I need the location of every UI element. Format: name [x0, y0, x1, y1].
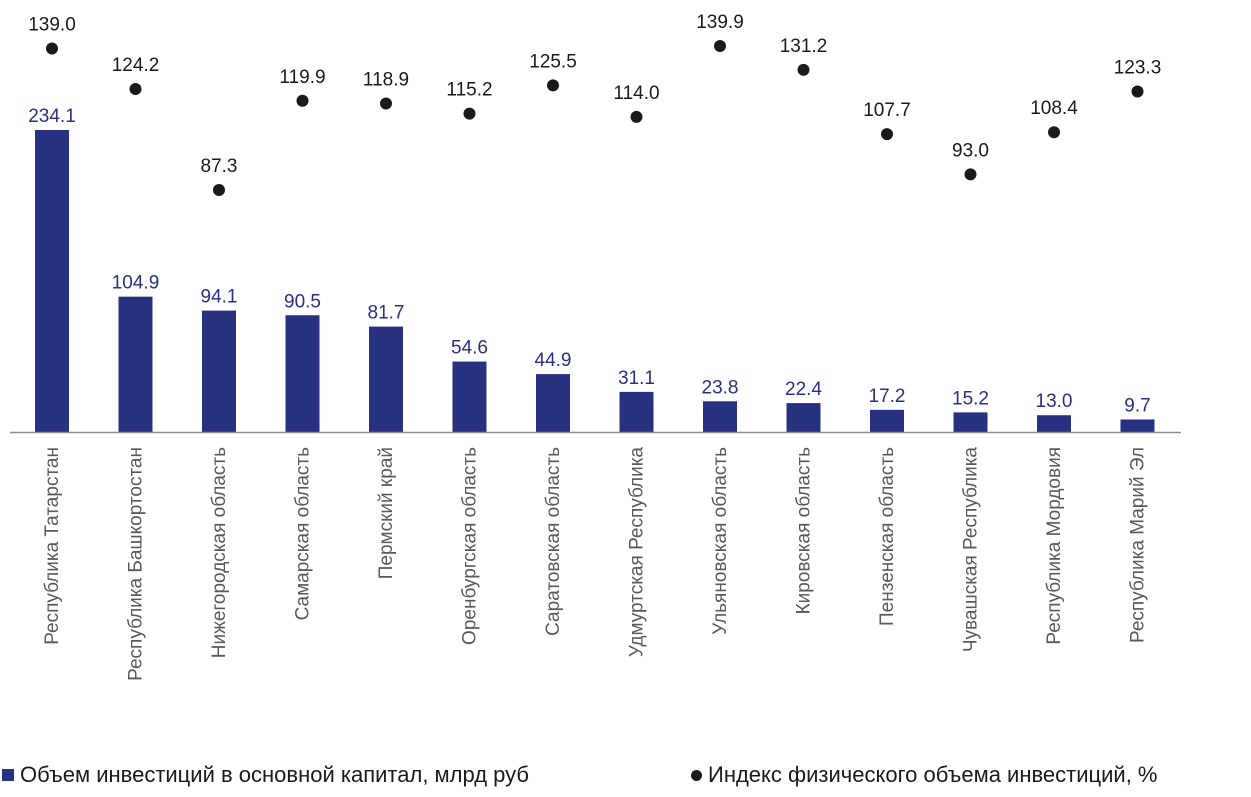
bar-value-label: 23.8 — [702, 377, 739, 398]
bar-value-label: 94.1 — [201, 287, 238, 308]
category-label: Самарская область — [293, 447, 314, 621]
index-value-label: 124.2 — [112, 55, 160, 76]
bar-value-label: 15.2 — [952, 388, 989, 409]
index-value-label: 87.3 — [201, 156, 238, 177]
chart: 234.1 104.9 94.1 90.5 81.7 54.6 44.9 31.1 23.8 22… — [10, 12, 1181, 681]
bar-value-label: 22.4 — [785, 379, 822, 400]
bar — [452, 361, 487, 432]
index-value-label: 93.0 — [952, 140, 989, 161]
index-value-label: 115.2 — [446, 80, 492, 101]
dot-labels-layer: 139.0 124.2 87.3 119.9 118.9 115.2 125.5 114.0 1… — [28, 12, 1161, 177]
dot-legend-swatch — [691, 769, 702, 781]
category-label: Нижегородская область — [209, 447, 230, 658]
bar — [703, 401, 737, 432]
index-point — [714, 40, 726, 52]
category-labels-layer: Республика Татарстан Республика Башкортос… — [42, 447, 1149, 681]
bar-value-label: 104.9 — [112, 273, 160, 294]
bar — [953, 412, 988, 432]
category-label: Саратовская область — [543, 447, 564, 636]
bar — [786, 403, 821, 432]
index-value-label: 108.4 — [1030, 98, 1078, 119]
index-point — [881, 128, 893, 141]
category-label: Кировская область — [794, 447, 815, 615]
legend: Объем инвестиций в основной капитал, млр… — [0, 762, 1251, 796]
bar — [35, 130, 69, 432]
index-point — [547, 79, 559, 92]
legend-item-investment-volume[interactable]: Объем инвестиций в основной капитал, млр… — [2, 762, 529, 788]
index-point — [630, 110, 643, 123]
bar — [536, 374, 570, 432]
index-point — [129, 82, 142, 95]
index-value-label: 123.3 — [1114, 57, 1162, 78]
bar-value-label: 13.0 — [1036, 391, 1073, 412]
index-point — [964, 168, 977, 181]
index-value-label: 119.9 — [279, 67, 325, 88]
bar-legend-swatch — [2, 769, 14, 781]
index-value-label: 139.9 — [696, 12, 744, 33]
legend-label-investment-volume: Объем инвестиций в основной капитал, млр… — [20, 762, 530, 787]
index-value-label: 114.0 — [613, 83, 659, 104]
category-label: Пермский край — [376, 447, 397, 579]
legend-label-volume-index: Индекс физического объема инвестиций, % — [708, 762, 1158, 787]
category-label: Республика Татарстан — [42, 447, 63, 645]
index-value-label: 125.5 — [529, 51, 577, 72]
category-label: Республика Башкортостан — [126, 447, 147, 681]
index-value-label: 139.0 — [28, 14, 76, 35]
category-label: Пензенская область — [877, 447, 898, 626]
bar-value-label: 9.7 — [1124, 395, 1150, 416]
bar-value-label: 81.7 — [368, 303, 405, 324]
index-point — [797, 63, 810, 76]
bar-value-label: 234.1 — [28, 106, 76, 127]
category-label: Оренбургская область — [460, 447, 481, 645]
bar — [118, 296, 153, 432]
legend-item-volume-index[interactable]: Индекс физического объема инвестиций, % — [691, 762, 1158, 788]
bar-value-label: 54.6 — [451, 338, 488, 359]
bar — [619, 391, 654, 432]
bar — [285, 315, 320, 432]
bar-labels-layer: 234.1 104.9 94.1 90.5 81.7 54.6 44.9 31.1 23.8 22… — [28, 106, 1150, 416]
index-point — [463, 107, 476, 120]
index-point — [46, 42, 58, 55]
category-label: Республика Мордовия — [1044, 447, 1065, 645]
bar-value-label: 31.1 — [618, 368, 655, 389]
bar — [1037, 415, 1071, 432]
category-label: Удмуртская Республика — [627, 447, 648, 658]
index-point — [1048, 126, 1060, 139]
index-value-label: 118.9 — [363, 69, 409, 90]
bar — [1120, 419, 1155, 432]
category-label: Чувашская Республика — [961, 447, 982, 653]
bar — [870, 409, 904, 432]
bars-layer — [35, 130, 1155, 432]
index-point — [296, 94, 309, 107]
bar-value-label: 44.9 — [535, 350, 572, 371]
category-label: Республика Марий Эл — [1128, 447, 1149, 643]
bar-value-label: 90.5 — [284, 291, 321, 312]
index-value-label: 107.7 — [863, 100, 911, 121]
bar-value-label: 17.2 — [869, 386, 906, 407]
bar — [369, 326, 403, 432]
dots-layer — [46, 40, 1144, 196]
category-label: Ульяновская область — [710, 447, 731, 635]
index-point — [380, 97, 392, 110]
index-point — [213, 184, 225, 196]
bar — [202, 310, 236, 432]
index-point — [1131, 85, 1144, 98]
index-value-label: 131.2 — [780, 36, 828, 57]
